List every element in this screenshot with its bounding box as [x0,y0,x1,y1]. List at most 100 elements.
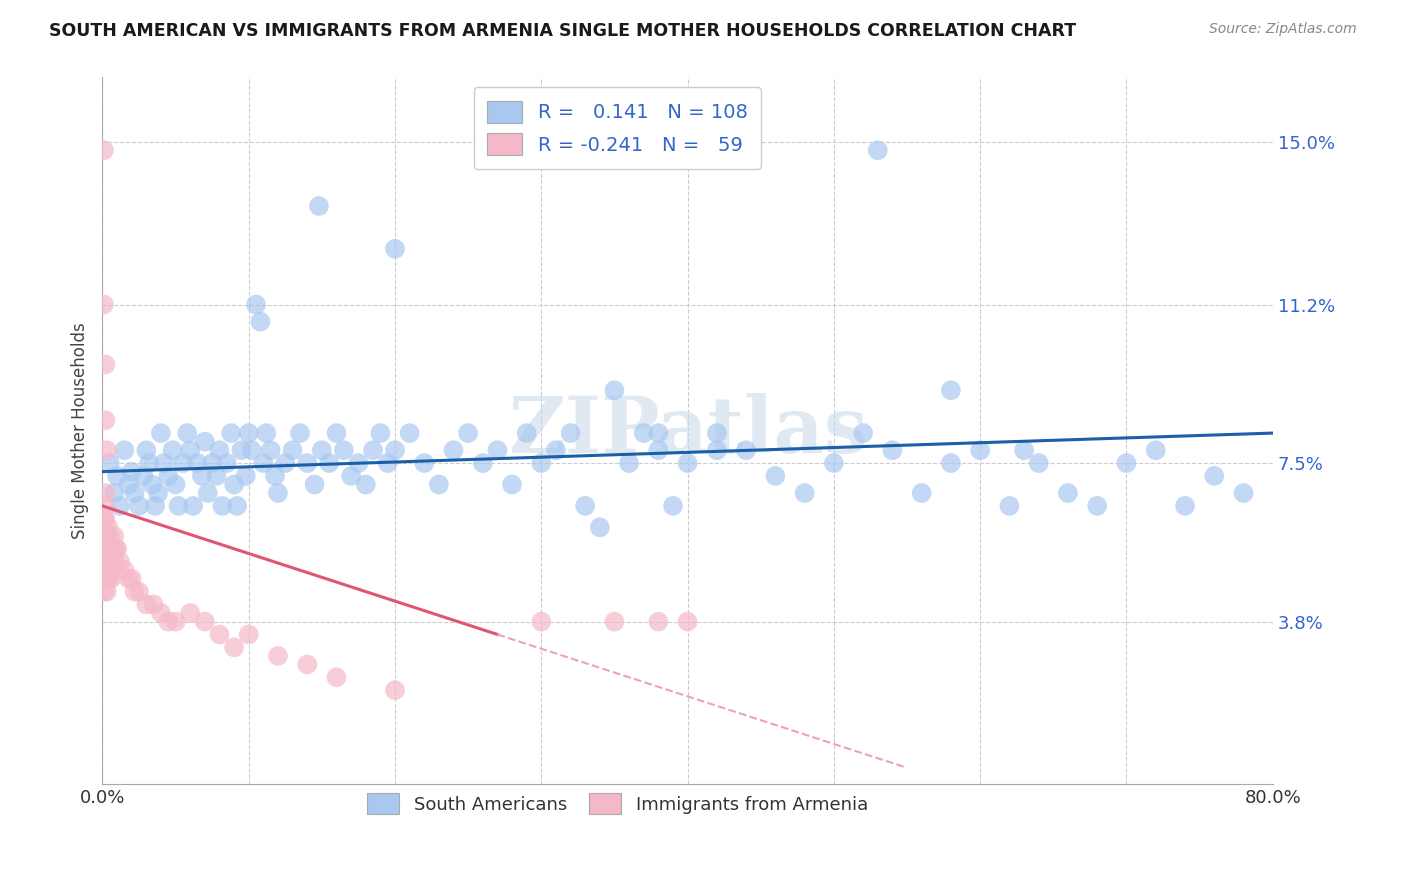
Point [167,499,190,513]
Point [852,426,875,441]
Point [98,555,121,569]
Point [501,477,523,491]
Y-axis label: Single Mother Households: Single Mother Households [72,323,89,540]
Point [132,469,155,483]
Point [252,456,274,470]
Point [222,640,245,655]
Point [135,443,157,458]
Point [1012,443,1035,458]
Point [94,512,117,526]
Point [427,477,450,491]
Point [108,499,131,513]
Point [413,456,436,470]
Point [998,499,1021,513]
Point [112,563,135,577]
Point [98,529,121,543]
Point [128,584,150,599]
Point [589,520,612,534]
Point [97,520,120,534]
Point [647,615,669,629]
Point [112,443,135,458]
Point [94,413,117,427]
Point [288,426,311,441]
Point [94,486,117,500]
Point [706,443,728,458]
Point [197,486,219,500]
Point [208,443,231,458]
Point [97,541,120,556]
Point [603,615,626,629]
Point [98,456,121,470]
Point [94,358,117,372]
Point [215,456,238,470]
Point [398,426,420,441]
Point [153,456,176,470]
Point [157,615,180,629]
Point [823,456,845,470]
Point [340,469,363,483]
Point [222,477,245,491]
Point [201,456,224,470]
Point [231,443,253,458]
Legend: South Americans, Immigrants from Armenia: South Americans, Immigrants from Armenia [356,782,879,825]
Point [149,426,172,441]
Point [96,572,118,586]
Point [205,469,228,483]
Point [124,486,146,500]
Point [93,541,115,556]
Point [264,469,287,483]
Point [763,469,786,483]
Point [939,456,962,470]
Point [146,486,169,500]
Point [191,469,214,483]
Point [141,477,163,491]
Text: Source: ZipAtlas.com: Source: ZipAtlas.com [1209,22,1357,37]
Point [219,426,242,441]
Point [457,426,479,441]
Point [866,143,889,157]
Point [108,555,131,569]
Point [94,541,117,556]
Point [706,426,728,441]
Point [333,443,356,458]
Point [121,572,143,586]
Point [471,456,494,470]
Point [179,443,201,458]
Point [101,563,124,577]
Point [104,541,127,556]
Point [93,297,115,311]
Point [603,383,626,397]
Point [118,572,141,586]
Point [530,615,553,629]
Point [96,555,118,569]
Point [96,529,118,543]
Point [128,499,150,513]
Point [384,683,406,698]
Point [165,615,187,629]
Point [96,443,118,458]
Point [676,615,699,629]
Point [377,456,399,470]
Point [172,456,194,470]
Point [560,426,582,441]
Point [939,383,962,397]
Point [97,572,120,586]
Point [124,584,146,599]
Point [165,477,187,491]
Point [1057,486,1080,500]
Point [194,615,217,629]
Point [94,572,117,586]
Point [138,456,160,470]
Point [176,426,198,441]
Point [308,199,330,213]
Point [93,512,115,526]
Point [325,670,347,684]
Text: SOUTH AMERICAN VS IMMIGRANTS FROM ARMENIA SINGLE MOTHER HOUSEHOLDS CORRELATION C: SOUTH AMERICAN VS IMMIGRANTS FROM ARMENI… [49,22,1077,40]
Point [574,499,596,513]
Point [1115,456,1137,470]
Point [267,486,290,500]
Point [297,657,319,672]
Point [103,555,125,569]
Point [361,443,384,458]
Point [235,469,257,483]
